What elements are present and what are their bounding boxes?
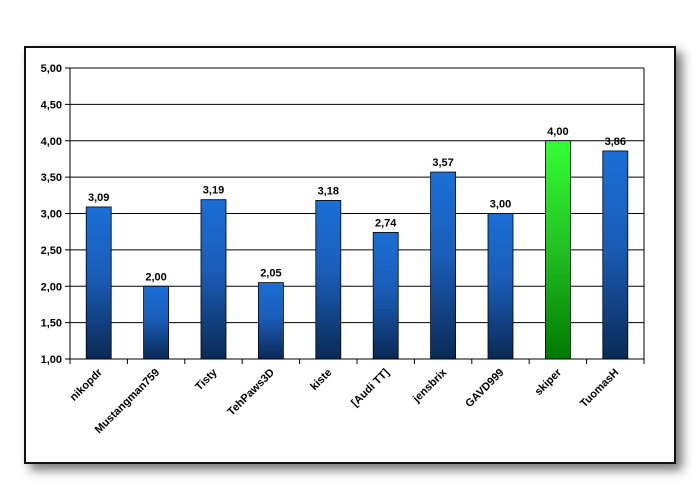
data-label: 2,00 [145,271,166,283]
x-tick-label: [Audi TT] [349,366,392,409]
bar-skiper [545,140,571,360]
axes [65,67,645,364]
bar-tuomash [602,150,629,360]
bar-nikopdr [85,206,112,360]
x-tick-label: Mustangman759 [93,367,162,436]
data-label: 2,05 [260,268,281,280]
y-tick-label: 5,00 [41,63,62,75]
x-tick-label: TuomasH [578,367,621,410]
y-tick-label: 1,00 [41,354,62,366]
x-tick-label: Tisty [193,366,220,393]
data-label: 3,00 [490,199,511,211]
bar-jensbrix [430,171,457,360]
bars [85,140,629,360]
data-label: 3,57 [432,157,453,169]
data-label: 3,86 [605,136,626,148]
bar-kiste [315,200,342,360]
y-tick-label: 2,00 [41,281,62,293]
bar-audi-tt [372,232,399,360]
y-tick-label: 4,50 [41,99,62,111]
data-label: 2,74 [375,217,397,229]
bar-tehpaws3d [257,282,284,360]
x-tick-label: skiper [533,366,565,398]
data-label: 3,18 [318,185,339,197]
x-tick-label: jensbrix [410,366,450,406]
x-tick-label: nikopdr [68,366,106,404]
chart-frame: 1,00 1,50 2,00 2,50 3,00 3,50 4,00 4,50 5,00 3,09… [24,46,676,464]
y-tick-label: 1,50 [41,318,62,330]
y-tick-label: 2,50 [41,245,62,257]
x-tick-label: GAVD999 [463,367,506,410]
data-label: 3,09 [88,192,109,204]
data-label: 4,00 [547,126,568,138]
y-tick-label: 3,00 [41,209,62,221]
y-tick-label: 4,00 [41,136,62,148]
y-tick-label: 3,50 [41,172,62,184]
data-label: 3,19 [203,185,224,197]
bar-gavd999 [487,213,514,360]
x-tick-label: kiste [308,367,334,393]
bar-mustangman759 [143,285,169,360]
bar-tisty [200,199,227,360]
x-tick-label: TehPaws3D [225,367,277,419]
bar-chart: 1,00 1,50 2,00 2,50 3,00 3,50 4,00 4,50 5,00 3,09… [41,63,645,436]
